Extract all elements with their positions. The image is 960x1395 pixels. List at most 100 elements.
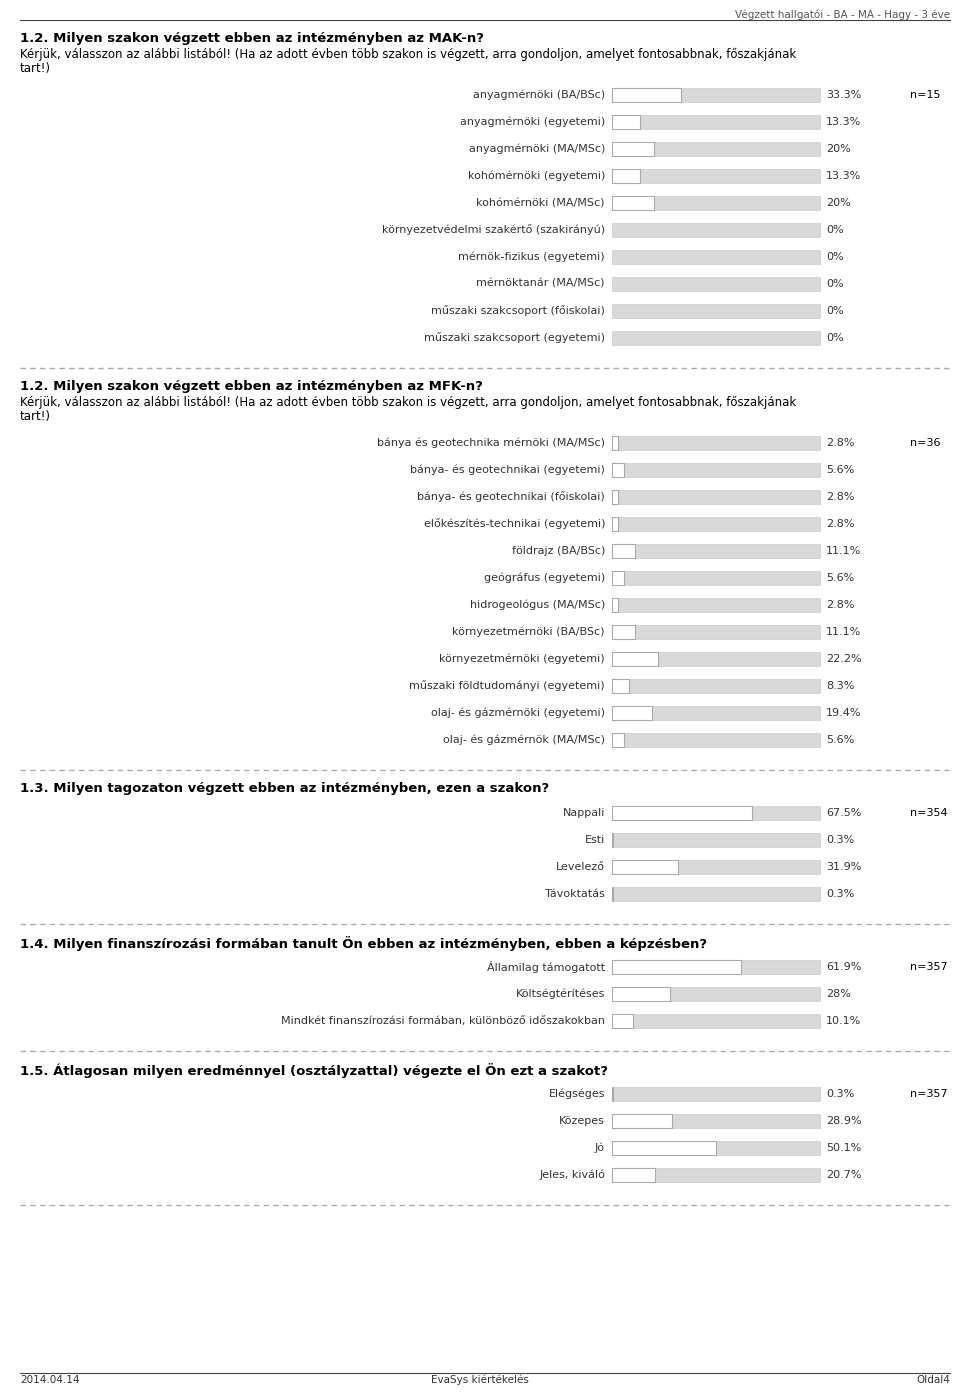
Text: 33.3%: 33.3% (826, 91, 861, 100)
Bar (612, 197, 820, 211)
Bar (612, 1115, 820, 1129)
Text: műszaki szakcsoport (főiskolai): műszaki szakcsoport (főiskolai) (431, 306, 605, 317)
Text: kohómérnöki (MA/MSc): kohómérnöki (MA/MSc) (476, 198, 605, 208)
Text: 0%: 0% (826, 252, 844, 262)
Text: Közepes: Közepes (559, 1116, 605, 1126)
Bar (612, 859, 679, 875)
Text: 20.7%: 20.7% (826, 1170, 861, 1180)
Bar (612, 598, 618, 612)
Bar (612, 988, 820, 1002)
Text: n=354: n=354 (910, 808, 948, 817)
Text: bánya- és geotechnikai (főiskolai): bánya- és geotechnikai (főiskolai) (418, 491, 605, 502)
Text: mérnöktanár (MA/MSc): mérnöktanár (MA/MSc) (476, 279, 605, 289)
Text: Elégséges: Elégséges (548, 1088, 605, 1099)
Text: geógráfus (egyetemi): geógráfus (egyetemi) (484, 573, 605, 583)
Bar (612, 1168, 820, 1182)
Text: anyagmérnöki (MA/MSc): anyagmérnöki (MA/MSc) (468, 144, 605, 155)
Text: 1.5. Átlagosan milyen eredménnyel (osztályzattal) végezte el Ön ezt a szakot?: 1.5. Átlagosan milyen eredménnyel (osztá… (20, 1063, 608, 1078)
Text: 2.8%: 2.8% (826, 600, 854, 610)
Bar (612, 960, 820, 974)
Text: Kérjük, válasszon az alábbi listából! (Ha az adott évben több szakon is végzett,: Kérjük, válasszon az alábbi listából! (H… (20, 47, 796, 61)
Bar (612, 887, 820, 901)
Bar (612, 651, 659, 665)
Text: bánya és geotechnika mérnöki (MA/MSc): bánya és geotechnika mérnöki (MA/MSc) (377, 438, 605, 448)
Bar (612, 463, 624, 477)
Text: 0%: 0% (826, 306, 844, 317)
Text: Esti: Esti (585, 836, 605, 845)
Text: kohómérnöki (egyetemi): kohómérnöki (egyetemi) (468, 170, 605, 181)
Text: mérnök-fizikus (egyetemi): mérnök-fizikus (egyetemi) (458, 251, 605, 262)
Bar (612, 169, 639, 183)
Text: 19.4%: 19.4% (826, 709, 861, 718)
Text: 67.5%: 67.5% (826, 808, 861, 817)
Text: n=36: n=36 (910, 438, 941, 448)
Bar (612, 437, 820, 451)
Text: Oldal4: Oldal4 (916, 1375, 950, 1385)
Text: tart!): tart!) (20, 410, 51, 423)
Text: 13.3%: 13.3% (826, 117, 861, 127)
Bar (612, 437, 618, 451)
Text: Jó: Jó (595, 1143, 605, 1154)
Text: Kérjük, válasszon az alábbi listából! (Ha az adott évben több szakon is végzett,: Kérjük, válasszon az alábbi listából! (H… (20, 396, 796, 409)
Text: 61.9%: 61.9% (826, 963, 861, 972)
Bar (612, 833, 820, 847)
Bar (612, 571, 624, 585)
Text: 1.4. Milyen finanszírozási formában tanult Ön ebben az intézményben, ebben a kép: 1.4. Milyen finanszírozási formában tanu… (20, 936, 708, 951)
Bar (612, 706, 820, 720)
Text: 0.3%: 0.3% (826, 889, 854, 898)
Bar (612, 732, 624, 746)
Bar (612, 571, 820, 585)
Text: 50.1%: 50.1% (826, 1143, 861, 1154)
Bar (612, 960, 741, 974)
Bar (612, 544, 636, 558)
Text: Távoktatás: Távoktatás (545, 889, 605, 898)
Text: 8.3%: 8.3% (826, 681, 854, 691)
Bar (612, 679, 820, 693)
Text: 2014.04.14: 2014.04.14 (20, 1375, 80, 1385)
Bar (612, 732, 820, 746)
Bar (612, 1141, 820, 1155)
Text: 20%: 20% (826, 144, 851, 153)
Text: 11.1%: 11.1% (826, 626, 861, 638)
Text: bánya- és geotechnikai (egyetemi): bánya- és geotechnikai (egyetemi) (410, 465, 605, 476)
Text: előkészítés-technikai (egyetemi): előkészítés-technikai (egyetemi) (423, 519, 605, 530)
Bar (612, 1168, 655, 1182)
Text: Levelező: Levelező (556, 862, 605, 872)
Bar (612, 518, 618, 531)
Bar (612, 544, 820, 558)
Bar (612, 223, 820, 237)
Bar (612, 142, 820, 156)
Text: anyagmérnöki (BA/BSc): anyagmérnöki (BA/BSc) (473, 89, 605, 100)
Text: 2.8%: 2.8% (826, 492, 854, 502)
Bar (612, 1087, 820, 1101)
Text: 0%: 0% (826, 225, 844, 234)
Text: Végzett hallgatói - BA - MA - Hagy - 3 éve: Végzett hallgatói - BA - MA - Hagy - 3 é… (734, 10, 950, 21)
Bar (612, 490, 618, 504)
Text: 13.3%: 13.3% (826, 172, 861, 181)
Bar (612, 197, 654, 211)
Text: anyagmérnöki (egyetemi): anyagmérnöki (egyetemi) (460, 117, 605, 127)
Bar (612, 142, 654, 156)
Text: n=357: n=357 (910, 1089, 948, 1099)
Bar (612, 859, 820, 875)
Text: hidrogeológus (MA/MSc): hidrogeológus (MA/MSc) (469, 600, 605, 610)
Text: környezetmérnöki (BA/BSc): környezetmérnöki (BA/BSc) (452, 626, 605, 638)
Text: Jeles, kiváló: Jeles, kiváló (540, 1170, 605, 1180)
Bar (612, 706, 653, 720)
Text: n=15: n=15 (910, 91, 941, 100)
Bar (612, 331, 820, 345)
Text: földrajz (BA/BSc): földrajz (BA/BSc) (512, 545, 605, 557)
Bar (612, 988, 670, 1002)
Text: Mindkét finanszírozási formában, különböző időszakokban: Mindkét finanszírozási formában, különbö… (281, 1016, 605, 1025)
Text: 0.3%: 0.3% (826, 836, 854, 845)
Text: 0.3%: 0.3% (826, 1089, 854, 1099)
Text: 1.2. Milyen szakon végzett ebben az intézményben az MAK-n?: 1.2. Milyen szakon végzett ebben az inté… (20, 32, 484, 45)
Text: 11.1%: 11.1% (826, 545, 861, 557)
Bar (612, 114, 820, 128)
Text: 28%: 28% (826, 989, 851, 999)
Text: 22.2%: 22.2% (826, 654, 862, 664)
Text: EvaSys kiértékelés: EvaSys kiértékelés (431, 1374, 529, 1385)
Text: tart!): tart!) (20, 61, 51, 75)
Bar (612, 806, 753, 820)
Bar (612, 651, 820, 665)
